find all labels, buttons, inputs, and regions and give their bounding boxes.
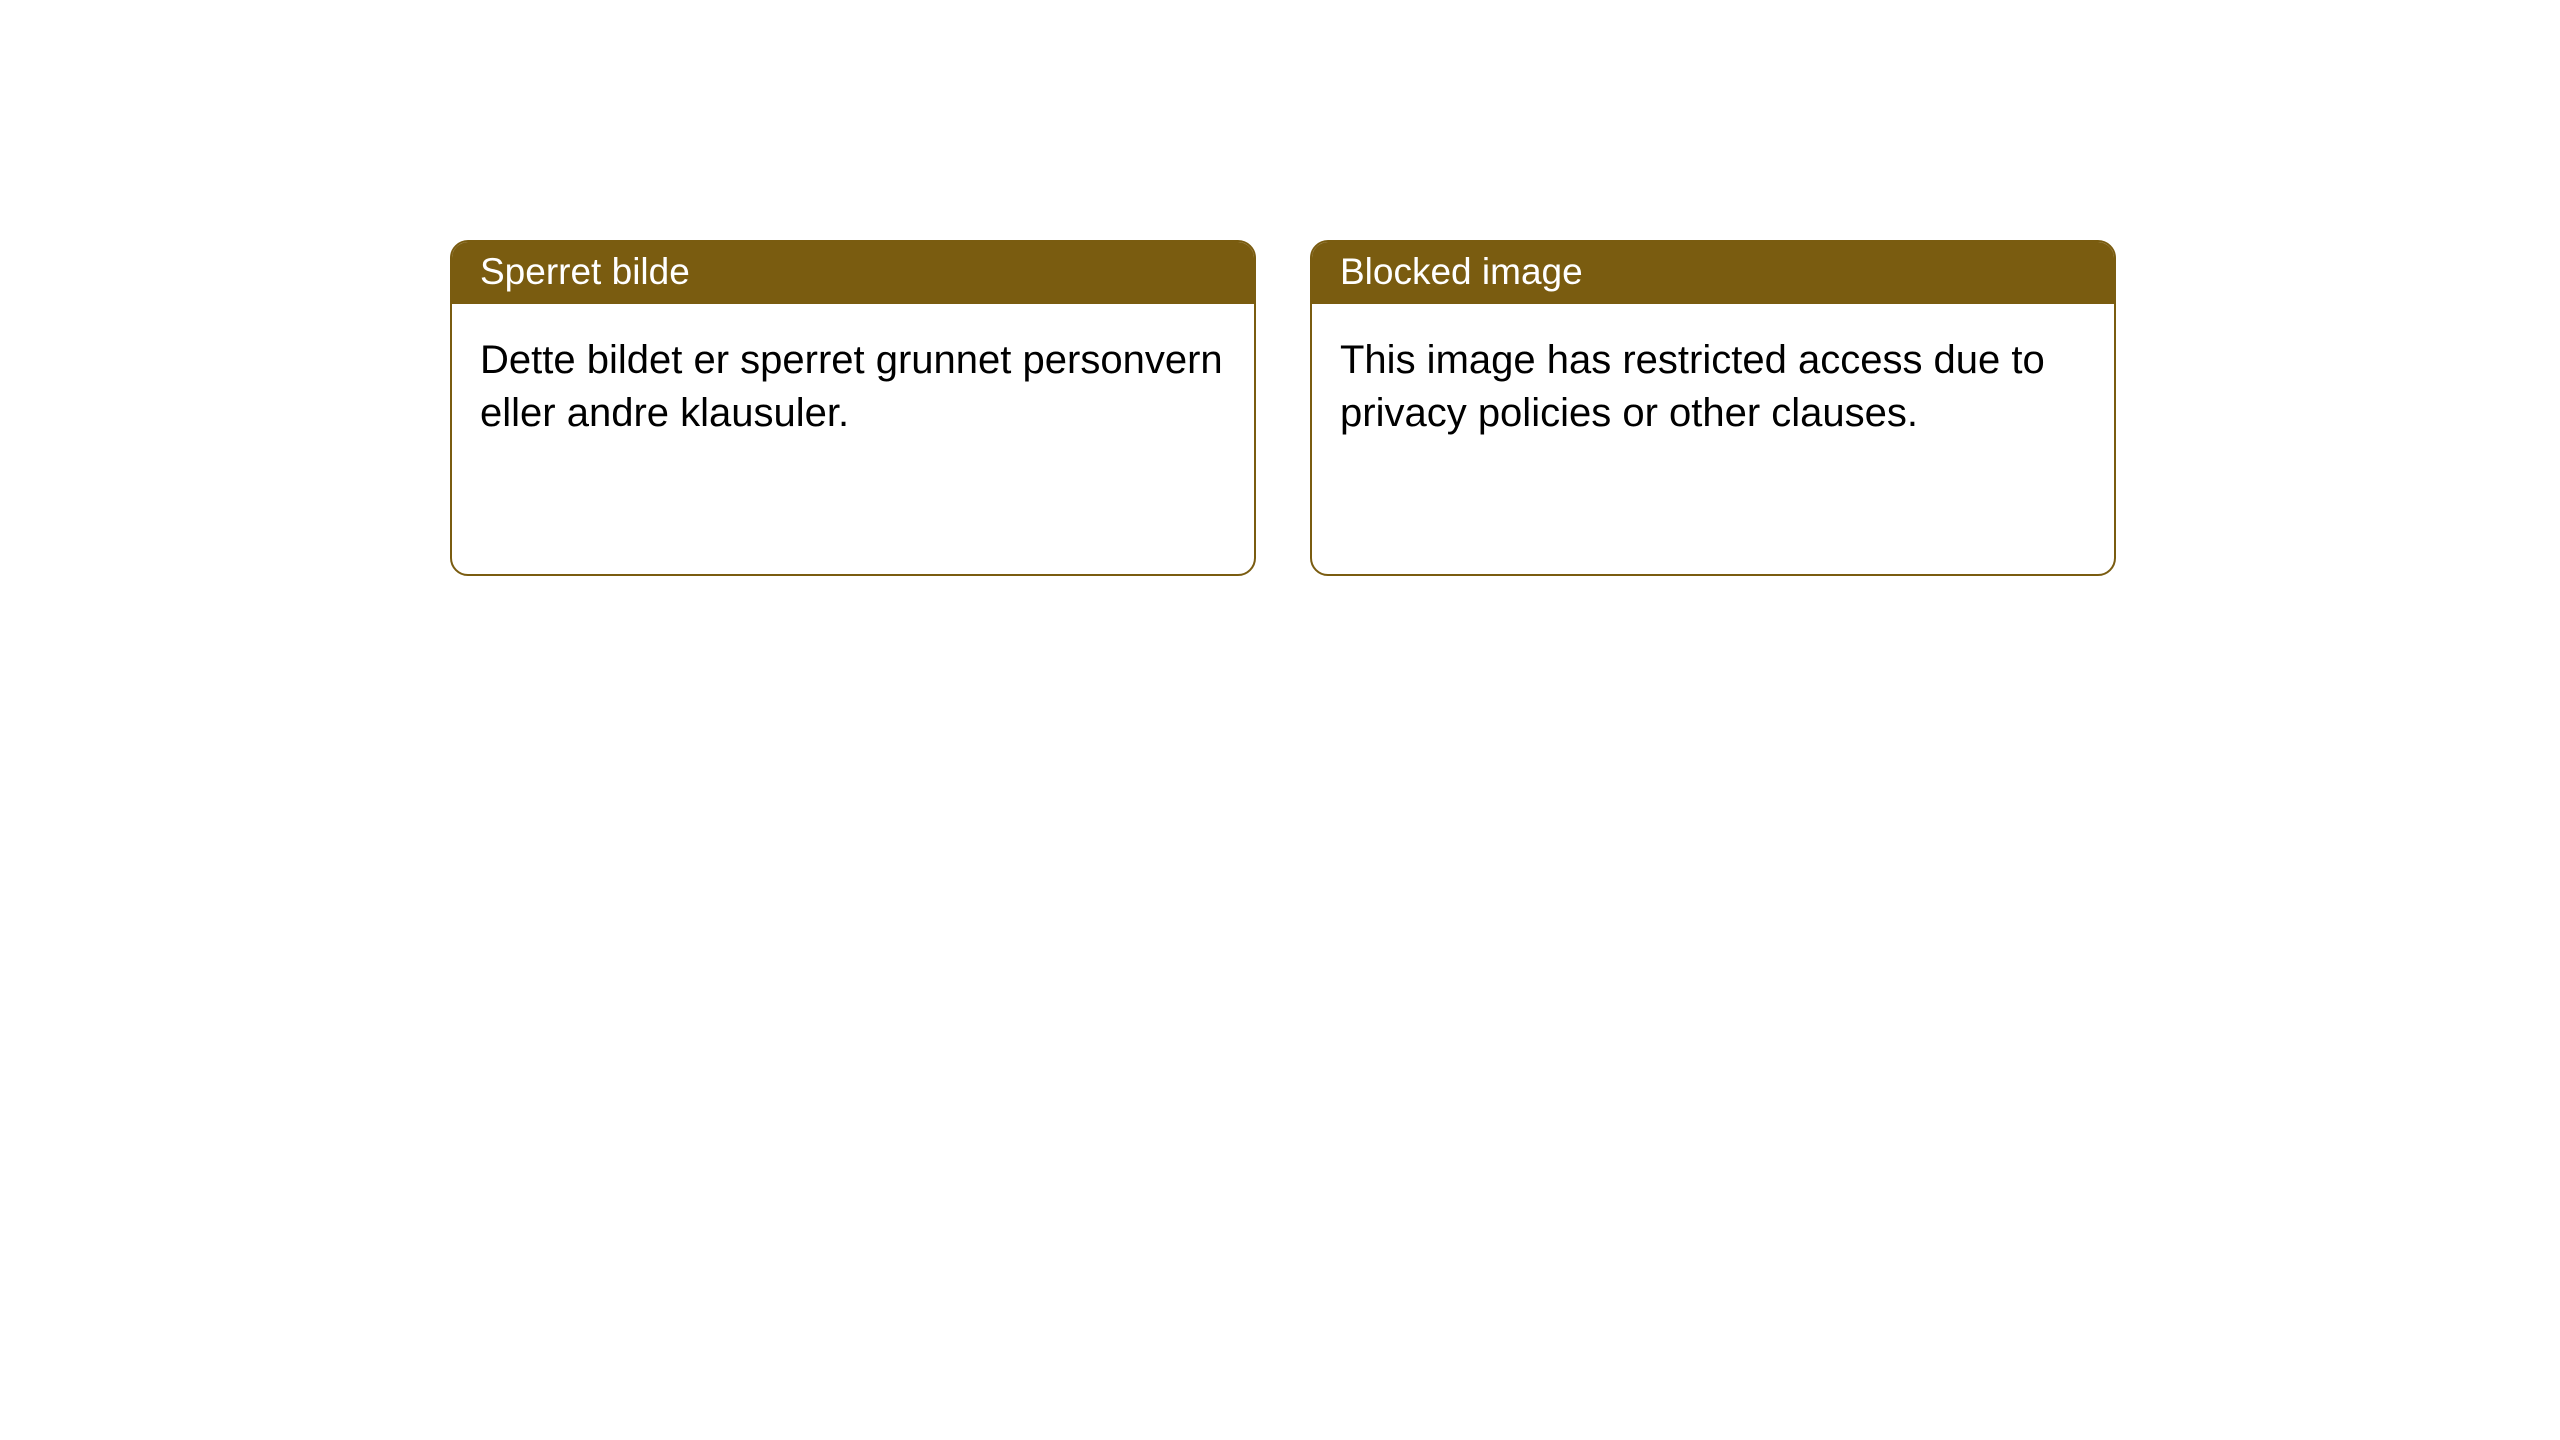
- notices-container: Sperret bilde Dette bildet er sperret gr…: [0, 0, 2560, 576]
- notice-card-norwegian: Sperret bilde Dette bildet er sperret gr…: [450, 240, 1256, 576]
- notice-header: Blocked image: [1312, 242, 2114, 304]
- notice-body: Dette bildet er sperret grunnet personve…: [452, 304, 1254, 470]
- notice-card-english: Blocked image This image has restricted …: [1310, 240, 2116, 576]
- notice-body: This image has restricted access due to …: [1312, 304, 2114, 470]
- notice-header: Sperret bilde: [452, 242, 1254, 304]
